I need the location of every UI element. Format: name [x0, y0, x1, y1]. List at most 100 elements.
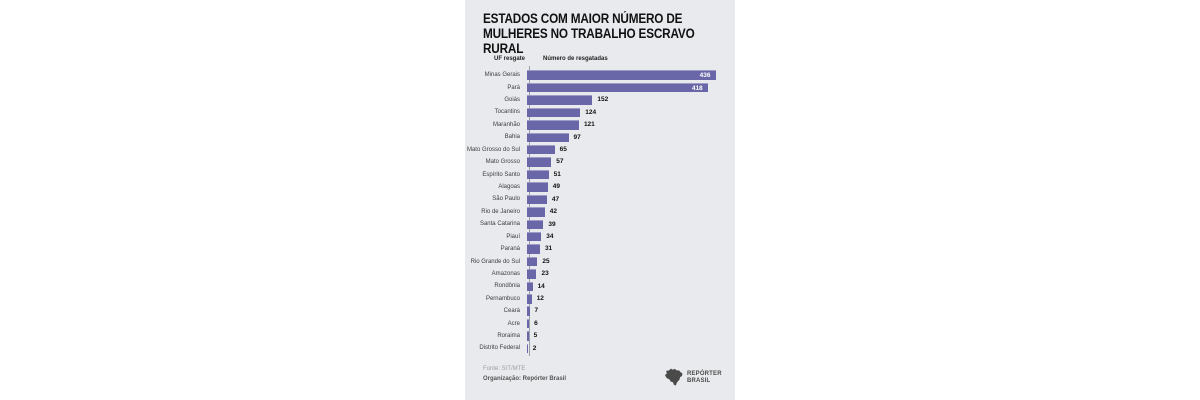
- bar: 436: [526, 70, 716, 80]
- bar: [526, 294, 532, 304]
- organization-note: Organização: Repórter Brasil: [483, 375, 567, 382]
- bar-row: Rondônia 14: [465, 280, 735, 292]
- bar: [526, 157, 552, 167]
- chart-footer: Fonte: SIT/MTE Organização: Repórter Bra…: [483, 366, 725, 387]
- state-label: Distrito Federal: [479, 345, 520, 352]
- bar-row: Alagoas 49: [465, 181, 735, 193]
- bar: [526, 244, 540, 254]
- bar-track: 7: [526, 306, 736, 316]
- state-label: Roraima: [497, 333, 520, 340]
- bar-track: 2: [526, 343, 736, 354]
- bar-track: 121: [526, 120, 736, 130]
- value-label: 34: [546, 232, 554, 240]
- state-label: Alagoas: [498, 184, 520, 190]
- bar-rows: Minas Gerais 436 Pará 418 Goiás 152 Tocantins 1…: [465, 69, 735, 355]
- bar-track: 42: [526, 207, 736, 217]
- brazil-map-icon: [665, 368, 683, 386]
- bar-track: 25: [526, 256, 736, 267]
- bar: [526, 132, 569, 143]
- value-label: 152: [597, 96, 609, 104]
- state-label: Mato Grosso do Sul: [466, 146, 520, 153]
- value-label: 47: [551, 195, 560, 203]
- bar-row: Distrito Federal 2: [465, 342, 735, 354]
- bar: [526, 343, 528, 354]
- reporter-brasil-logo: REPÓRTER BRASIL: [663, 368, 725, 387]
- state-label: Mato Grosso: [485, 159, 520, 166]
- bar-row: Piauí 34: [465, 230, 735, 242]
- bar-track: 6: [526, 318, 736, 329]
- state-label: Piauí: [506, 233, 520, 240]
- state-label: Rio Grande do Sul: [470, 258, 520, 265]
- bar-track: 39: [526, 219, 736, 230]
- value-label: 25: [542, 257, 550, 265]
- bar-row: Acre 6: [465, 317, 735, 329]
- value-label: 31: [544, 245, 553, 253]
- credits: Fonte: SIT/MTE Organização: Repórter Bra…: [483, 366, 566, 382]
- value-label: 39: [548, 220, 556, 228]
- column-header-uf: UF resgate: [493, 56, 525, 62]
- bar-row: Pernambuco 12: [465, 293, 735, 305]
- state-label: Amazonas: [491, 270, 520, 277]
- bar-track: 152: [526, 95, 736, 105]
- logo-text: REPÓRTER BRASIL: [687, 370, 722, 384]
- bar-row: Pará 418: [465, 81, 735, 93]
- bar: [526, 120, 579, 130]
- bar-track: 34: [526, 231, 736, 242]
- state-label: Ceará: [503, 308, 520, 315]
- bar: [526, 306, 530, 316]
- bar: [526, 281, 533, 292]
- bar-track: 47: [526, 194, 736, 205]
- value-label: 57: [556, 158, 564, 166]
- bar: [526, 231, 542, 242]
- bar-track: 49: [526, 182, 736, 192]
- state-label: Pernambuco: [485, 295, 520, 302]
- bar-track: 5: [526, 331, 736, 341]
- state-label: Espírito Santo: [482, 171, 520, 178]
- value-label: 5: [533, 332, 538, 340]
- bar-track: 14: [526, 281, 736, 292]
- bar-track: 124: [526, 107, 736, 118]
- bar: [526, 169, 549, 180]
- bar-track: 57: [526, 157, 736, 167]
- value-label: 418: [691, 84, 703, 92]
- value-label: 42: [549, 208, 557, 216]
- bar-track: 418: [526, 82, 736, 93]
- state-label: Minas Gerais: [484, 72, 520, 79]
- bar-row: Paraná 31: [465, 243, 735, 255]
- state-label: São Paulo: [492, 196, 520, 203]
- bar-row: Rio de Janeiro 42: [465, 206, 735, 218]
- bar: [526, 95, 593, 105]
- value-label: 97: [573, 133, 581, 141]
- bar: [526, 219, 544, 230]
- bar-row: Bahia 97: [465, 131, 735, 143]
- state-label: Tocantins: [494, 109, 520, 116]
- value-label: 121: [583, 121, 595, 129]
- bar-row: Mato Grosso do Sul 65: [465, 144, 735, 156]
- chart-panel: ESTADOS COM MAIOR NÚMERO DE MULHERES NO …: [465, 0, 735, 400]
- column-header-count: Número de resgatadas: [543, 56, 608, 62]
- value-label: 12: [536, 295, 544, 303]
- bar-row: Rio Grande do Sul 25: [465, 255, 735, 267]
- bar: [526, 269, 537, 279]
- bar-row: São Paulo 47: [465, 193, 735, 205]
- bar-row: Ceará 7: [465, 305, 735, 317]
- bar-row: Minas Gerais 436: [465, 69, 735, 81]
- bar-track: 51: [526, 169, 736, 180]
- bar-track: 12: [526, 294, 736, 304]
- state-label: Bahia: [504, 134, 520, 141]
- value-label: 2: [532, 344, 537, 352]
- bar-row: Maranhão 121: [465, 119, 735, 131]
- state-label: Santa Catarina: [479, 221, 520, 228]
- bar-row: Santa Catarina 39: [465, 218, 735, 230]
- bar-track: 436: [526, 70, 736, 80]
- bar-row: Espírito Santo 51: [465, 168, 735, 180]
- value-label: 6: [534, 319, 538, 327]
- bar: [526, 318, 530, 329]
- bar: [526, 182, 548, 192]
- value-label: 124: [585, 108, 597, 116]
- bar-row: Mato Grosso 57: [465, 156, 735, 168]
- bar: [526, 331, 529, 341]
- state-label: Goiás: [504, 97, 520, 104]
- state-label: Rondônia: [494, 283, 520, 290]
- bar-track: 23: [526, 269, 736, 279]
